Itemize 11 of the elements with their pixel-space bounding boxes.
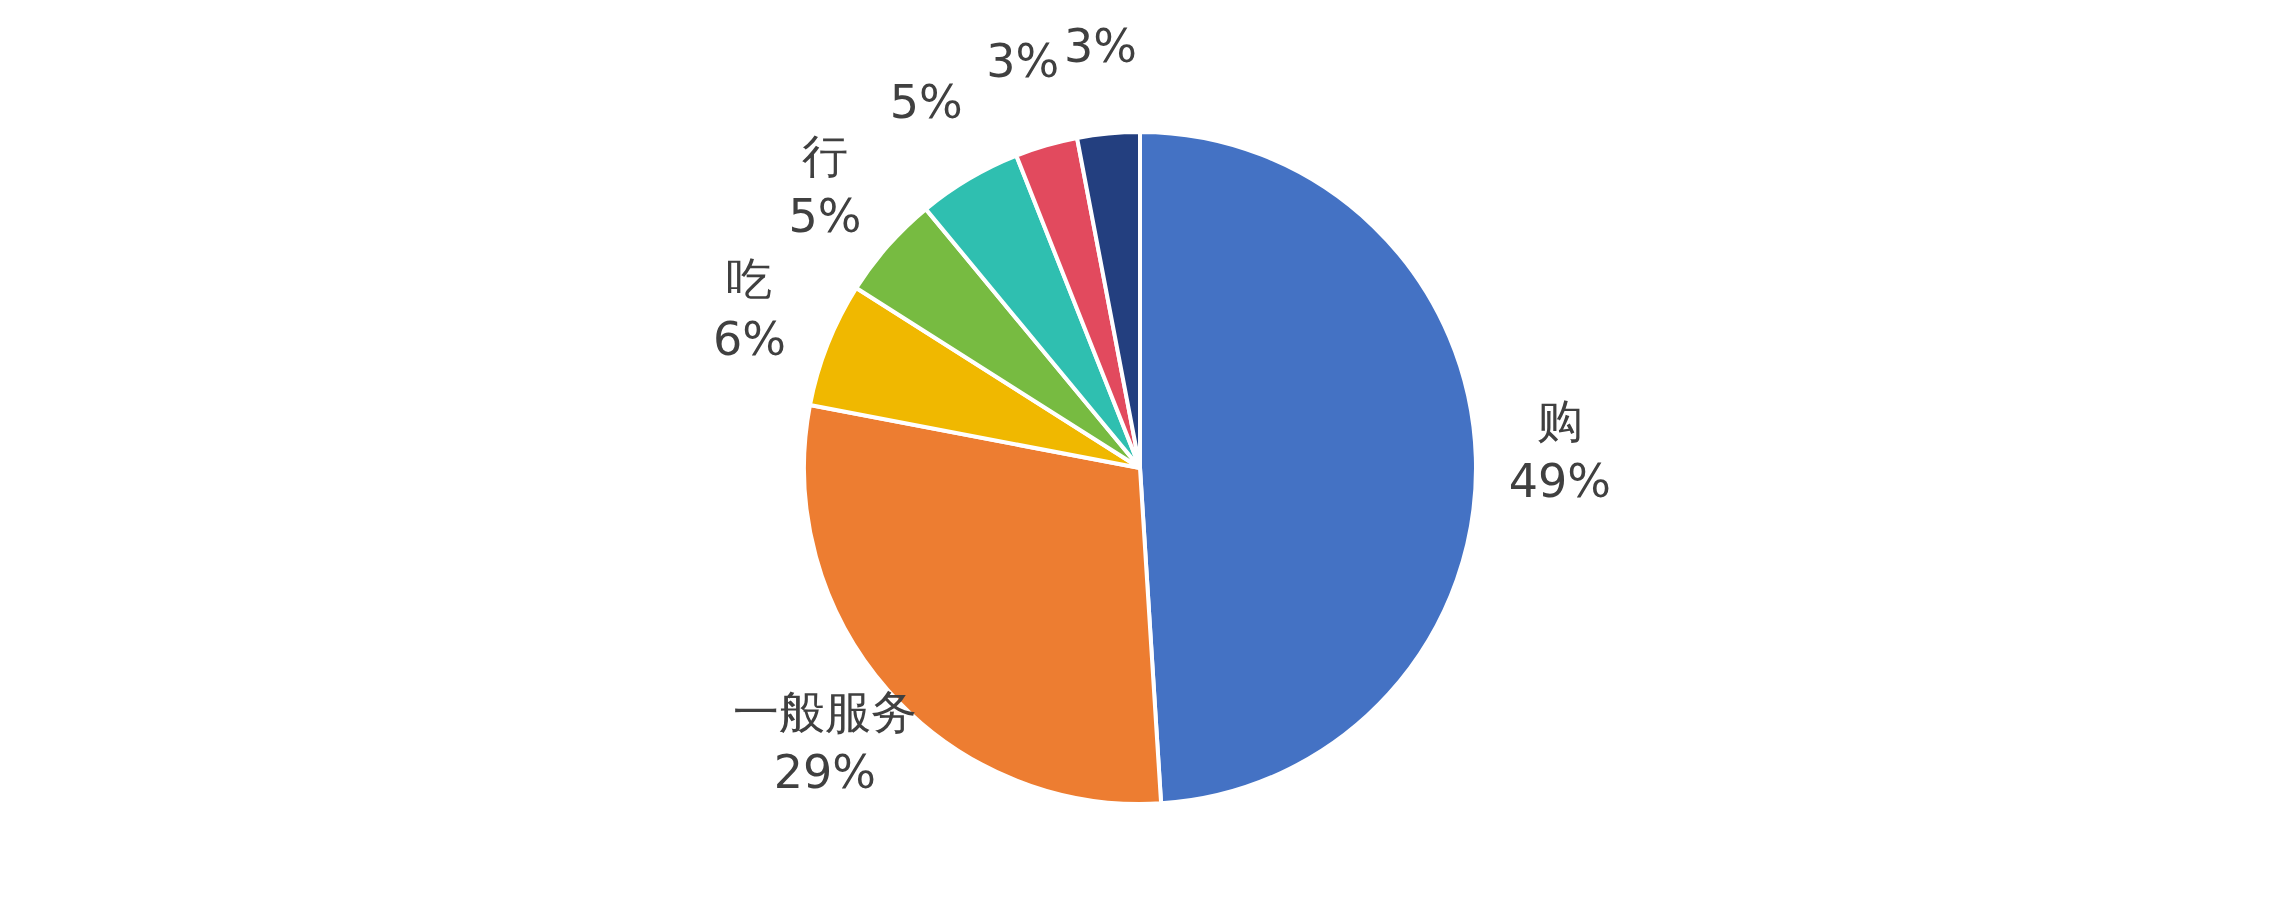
- slice-label: 一般服务: [732, 684, 917, 739]
- data-label: 6%: [713, 312, 786, 367]
- data-label: 3%: [986, 33, 1060, 88]
- slice-label: 吃: [726, 252, 773, 307]
- data-label: 5%: [788, 189, 862, 244]
- data-label: 29%: [773, 744, 877, 799]
- slice-label: 行: [801, 129, 848, 184]
- data-label: 5%: [889, 75, 963, 130]
- data-label: 49%: [1508, 453, 1611, 508]
- slice-label: 购: [1536, 393, 1583, 448]
- data-label: 3%: [1063, 18, 1137, 73]
